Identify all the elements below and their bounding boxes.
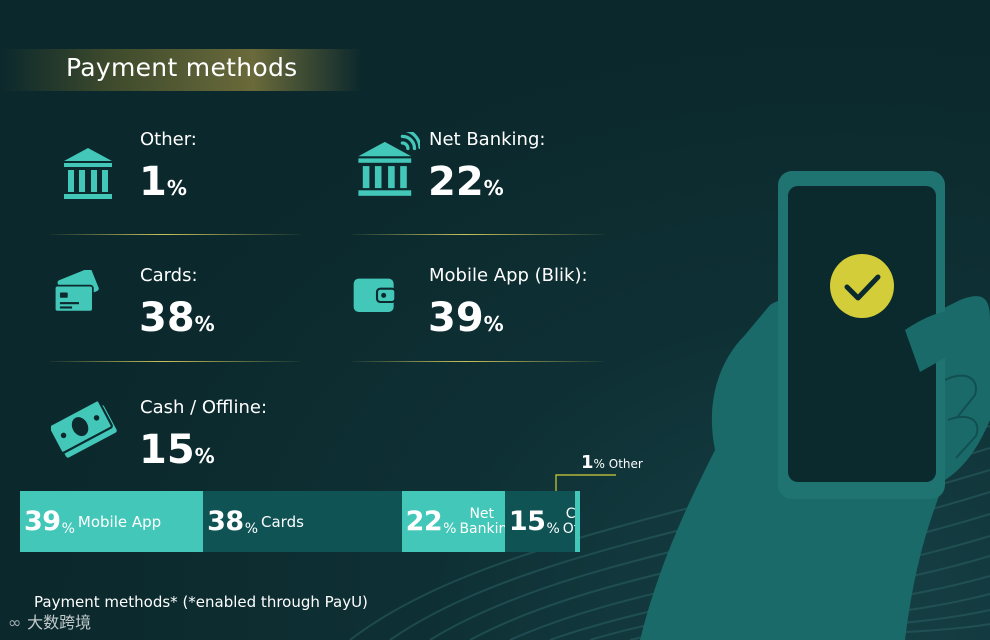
bar-segment-cards: 38% Cards — [203, 491, 382, 552]
footnote: Payment methods* (*enabled through PayU) — [34, 593, 368, 611]
item-value: 15% — [139, 427, 215, 473]
wallet-icon — [353, 278, 397, 312]
segment-unit: % — [244, 521, 259, 537]
bar-segment-mobile-app: 39% Mobile App — [20, 491, 204, 552]
item-label: Cash / Offline: — [140, 397, 268, 418]
title-band — [0, 49, 362, 91]
bar-gap — [381, 491, 402, 552]
segment-label: Mobile App — [77, 512, 162, 531]
bar-segment-cash: 15%CashOffilne — [504, 491, 576, 552]
item-label: Mobile App (Blik): — [429, 265, 588, 286]
segment-label: CashOffilne — [562, 505, 576, 537]
item-value: 39% — [428, 295, 504, 341]
divider — [50, 361, 300, 362]
segment-label: Cards — [261, 512, 304, 531]
watermark-glyph: ∞ — [8, 613, 22, 632]
net-banking-icon — [358, 132, 420, 196]
segment-value: 22 — [405, 506, 443, 537]
check-icon — [830, 254, 894, 318]
divider — [352, 234, 604, 235]
segment-unit: % — [546, 521, 560, 537]
bar-segment-other — [575, 491, 581, 552]
watermark-text: 大数跨境 — [27, 613, 92, 632]
segment-value: 39 — [24, 506, 61, 537]
segment-value: 15 — [508, 506, 546, 537]
item-label: Other: — [140, 129, 197, 150]
item-label: Net Banking: — [429, 129, 546, 150]
segment-unit: % — [443, 521, 457, 537]
item-label: Cards: — [140, 265, 198, 286]
item-value: 22% — [428, 159, 504, 205]
segment-value: 38 — [207, 506, 244, 537]
cash-icon — [51, 399, 117, 458]
page-title: Payment methods — [66, 53, 298, 82]
other-callout-label: 1% Other — [581, 452, 643, 473]
item-value: 1% — [139, 159, 187, 205]
item-value: 38% — [139, 295, 215, 341]
segment-unit: % — [61, 521, 75, 537]
credit-cards-icon — [53, 270, 99, 313]
divider — [352, 361, 604, 362]
watermark-logo: ∞ 大数跨境 — [8, 609, 91, 633]
divider — [50, 234, 300, 235]
bank-icon — [64, 148, 112, 199]
